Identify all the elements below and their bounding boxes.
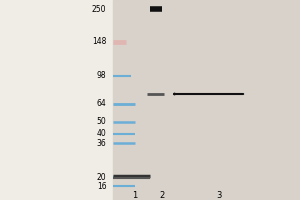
Text: 40: 40 bbox=[97, 130, 106, 138]
Bar bbox=[112, 0, 298, 200]
Text: 148: 148 bbox=[92, 38, 106, 46]
Text: 2: 2 bbox=[159, 190, 165, 200]
Text: 250: 250 bbox=[92, 4, 106, 14]
Text: 64: 64 bbox=[97, 99, 106, 108]
Text: 3: 3 bbox=[216, 190, 222, 200]
Text: 20: 20 bbox=[97, 172, 106, 182]
Text: 1: 1 bbox=[132, 190, 138, 200]
Text: 16: 16 bbox=[97, 182, 106, 191]
Text: 36: 36 bbox=[97, 138, 106, 148]
Text: 50: 50 bbox=[97, 117, 106, 127]
Text: 98: 98 bbox=[97, 72, 106, 80]
